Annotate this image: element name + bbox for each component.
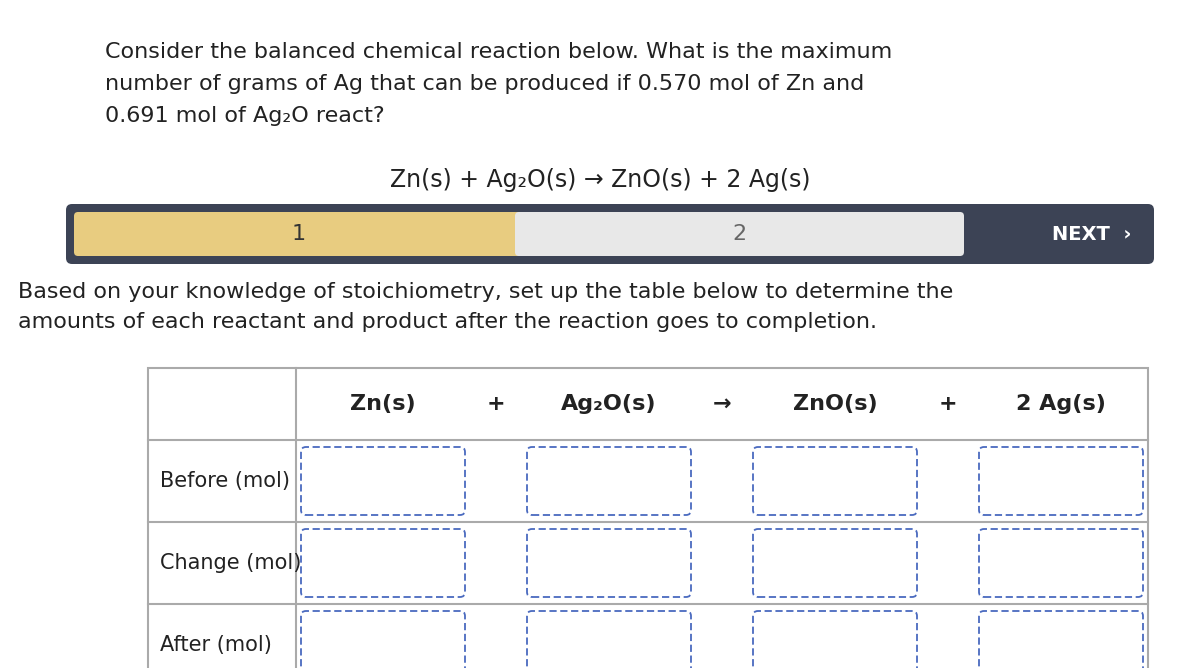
FancyBboxPatch shape [527,447,691,515]
Text: +: + [938,394,958,414]
Text: +: + [487,394,505,414]
FancyBboxPatch shape [527,611,691,668]
FancyBboxPatch shape [301,611,466,668]
FancyBboxPatch shape [66,204,1154,264]
Text: NEXT  ›: NEXT › [1052,224,1132,244]
FancyBboxPatch shape [979,529,1142,597]
Text: Ag₂O(s): Ag₂O(s) [562,394,656,414]
Text: 0.691 mol of Ag₂O react?: 0.691 mol of Ag₂O react? [106,106,385,126]
FancyBboxPatch shape [979,447,1142,515]
Text: amounts of each reactant and product after the reaction goes to completion.: amounts of each reactant and product aft… [18,312,877,332]
Text: 2: 2 [732,224,746,244]
FancyBboxPatch shape [754,447,917,515]
FancyBboxPatch shape [515,212,964,256]
Bar [148,368,1148,668]
FancyBboxPatch shape [527,529,691,597]
Text: Based on your knowledge of stoichiometry, set up the table below to determine th: Based on your knowledge of stoichiometry… [18,282,953,302]
FancyBboxPatch shape [301,529,466,597]
Text: ZnO(s): ZnO(s) [793,394,877,414]
FancyBboxPatch shape [754,611,917,668]
Text: Zn(s): Zn(s) [350,394,416,414]
Text: number of grams of Ag that can be produced if 0.570 mol of Zn and: number of grams of Ag that can be produc… [106,74,864,94]
Text: Before (mol): Before (mol) [160,471,290,491]
Text: →: → [713,394,731,414]
Text: After (mol): After (mol) [160,635,272,655]
Text: Change (mol): Change (mol) [160,553,301,573]
Text: 2 Ag(s): 2 Ag(s) [1016,394,1106,414]
Text: Zn(s) + Ag₂O(s) → ZnO(s) + 2 Ag(s): Zn(s) + Ag₂O(s) → ZnO(s) + 2 Ag(s) [390,168,810,192]
FancyBboxPatch shape [754,529,917,597]
FancyBboxPatch shape [74,212,523,256]
Text: 1: 1 [292,224,306,244]
Text: Consider the balanced chemical reaction below. What is the maximum: Consider the balanced chemical reaction … [106,42,893,62]
FancyBboxPatch shape [979,611,1142,668]
FancyBboxPatch shape [301,447,466,515]
